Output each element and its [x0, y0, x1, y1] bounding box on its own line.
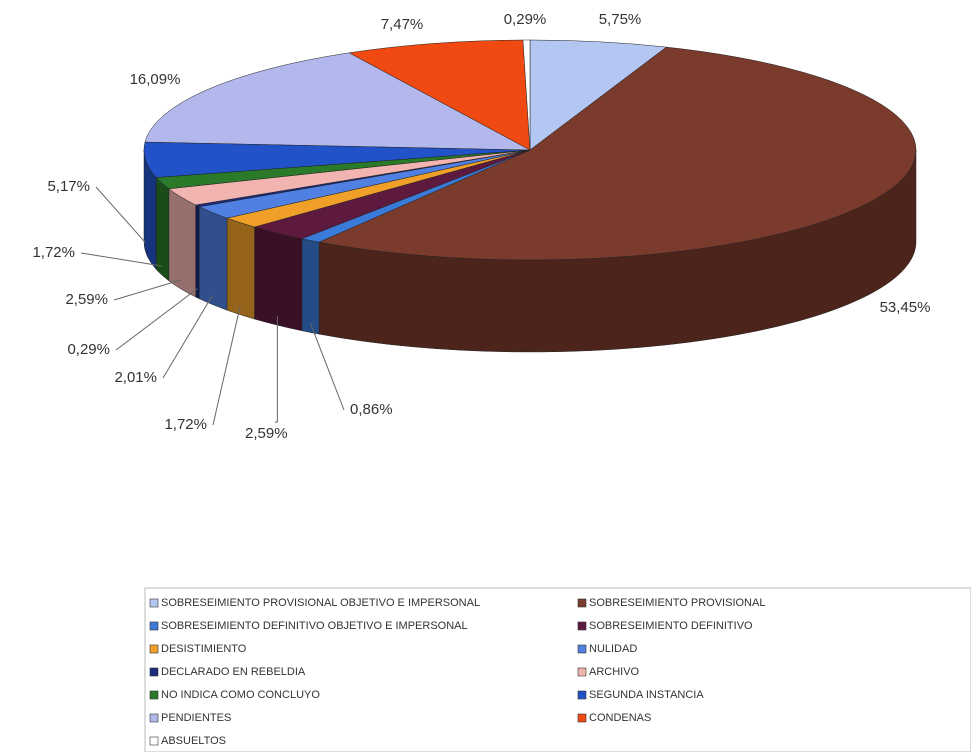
legend-swatch [577, 621, 587, 631]
legend-label: SOBRESEIMIENTO DEFINITIVO OBJETIVO E IMP… [161, 620, 468, 632]
data-label: 7,47% [381, 16, 424, 33]
leader-line [309, 323, 345, 411]
slice-side [226, 217, 255, 320]
legend-label: DECLARADO EN REBELDIA [161, 666, 306, 678]
legend-label: SOBRESEIMIENTO PROVISIONAL OBJETIVO E IM… [161, 597, 480, 609]
legend-label: DESISTIMIENTO [161, 643, 247, 655]
legend-swatch [577, 713, 587, 723]
data-label: 2,59% [245, 425, 288, 442]
slice [529, 39, 668, 151]
data-label: 2,59% [65, 291, 108, 308]
slice-side [168, 188, 196, 298]
data-label: 16,09% [130, 71, 181, 88]
legend-swatch [577, 667, 587, 677]
slice-side [198, 206, 228, 311]
slice-side [195, 204, 200, 300]
leader-line [115, 288, 198, 351]
leader-line [162, 295, 213, 379]
data-label: 1,72% [164, 416, 207, 433]
slice [144, 52, 531, 151]
legend-label: NO INDICA COMO CONCLUYO [161, 689, 320, 701]
legend-swatch [149, 736, 159, 746]
leader-line [80, 252, 163, 267]
legend-label: PENDIENTES [161, 712, 231, 724]
slice [522, 39, 531, 151]
data-label: 0,86% [350, 401, 393, 418]
legend-box [144, 587, 971, 752]
data-label: 0,29% [504, 11, 547, 28]
pie [143, 39, 917, 353]
leader-line [212, 305, 241, 426]
labels: 5,75%53,45%0,86%2,59%1,72%2,01%0,29%2,59… [32, 11, 930, 442]
legend-swatch [577, 644, 587, 654]
legend-swatch [577, 598, 587, 608]
legend-swatch [577, 690, 587, 700]
legend: SOBRESEIMIENTO PROVISIONAL OBJETIVO E IM… [149, 597, 765, 747]
data-label: 53,45% [880, 299, 931, 316]
slice [318, 46, 917, 261]
legend-swatch [149, 667, 159, 677]
slice-side [301, 238, 320, 335]
leader-line [113, 279, 182, 301]
legend-swatch [149, 621, 159, 631]
leader-line [95, 186, 146, 244]
legend-label: SOBRESEIMIENTO PROVISIONAL [589, 597, 765, 609]
legend-label: CONDENAS [589, 712, 651, 724]
data-label: 2,01% [114, 369, 157, 386]
legend-label: SEGUNDA INSTANCIA [589, 689, 704, 701]
legend-label: ABSUELTOS [161, 735, 226, 747]
legend-label: NULIDAD [589, 643, 637, 655]
legend-swatch [149, 713, 159, 723]
data-label: 1,72% [32, 244, 75, 261]
data-label: 5,75% [599, 11, 642, 28]
legend-swatch [149, 644, 159, 654]
slice-side [254, 226, 303, 332]
legend-swatch [149, 690, 159, 700]
legend-label: SOBRESEIMIENTO DEFINITIVO [589, 620, 753, 632]
legend-label: ARCHIVO [589, 666, 640, 678]
legend-swatch [149, 598, 159, 608]
leader-line [275, 315, 278, 423]
slice [348, 39, 531, 151]
data-label: 5,17% [47, 178, 90, 195]
data-label: 0,29% [67, 341, 110, 358]
